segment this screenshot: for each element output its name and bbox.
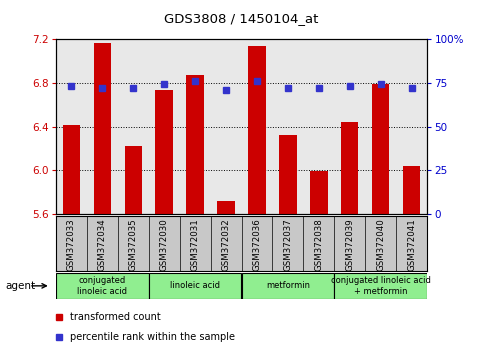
Text: GSM372034: GSM372034 [98, 219, 107, 272]
Text: GDS3808 / 1450104_at: GDS3808 / 1450104_at [164, 12, 319, 25]
Text: conjugated linoleic acid
+ metformin: conjugated linoleic acid + metformin [331, 276, 431, 296]
Text: GSM372039: GSM372039 [345, 219, 355, 271]
Bar [125, 146, 142, 214]
Bar [280, 135, 297, 214]
Text: linoleic acid: linoleic acid [170, 281, 220, 290]
Text: GSM372040: GSM372040 [376, 219, 385, 272]
Bar [217, 201, 235, 214]
Bar [248, 46, 266, 214]
Bar [341, 122, 358, 214]
Text: transformed count: transformed count [70, 312, 161, 322]
Bar [149, 273, 242, 299]
Text: agent: agent [6, 281, 36, 291]
Text: GSM372032: GSM372032 [222, 219, 230, 272]
Bar [94, 43, 111, 214]
Text: GSM372030: GSM372030 [159, 219, 169, 272]
Bar [186, 75, 203, 214]
Text: conjugated
linoleic acid: conjugated linoleic acid [77, 276, 127, 296]
Bar [56, 273, 149, 299]
Text: GSM372033: GSM372033 [67, 219, 75, 272]
Text: percentile rank within the sample: percentile rank within the sample [70, 332, 235, 342]
Bar [372, 84, 389, 214]
Bar [242, 273, 334, 299]
Bar [334, 273, 427, 299]
Text: metformin: metformin [266, 281, 310, 290]
Bar [311, 171, 327, 214]
Text: GSM372036: GSM372036 [253, 219, 261, 272]
Text: GSM372041: GSM372041 [408, 219, 416, 272]
Bar [62, 125, 80, 214]
Text: GSM372035: GSM372035 [128, 219, 138, 272]
Text: GSM372031: GSM372031 [190, 219, 199, 272]
Bar [156, 90, 172, 214]
Bar [403, 166, 421, 214]
Text: GSM372038: GSM372038 [314, 219, 324, 272]
Text: GSM372037: GSM372037 [284, 219, 293, 272]
